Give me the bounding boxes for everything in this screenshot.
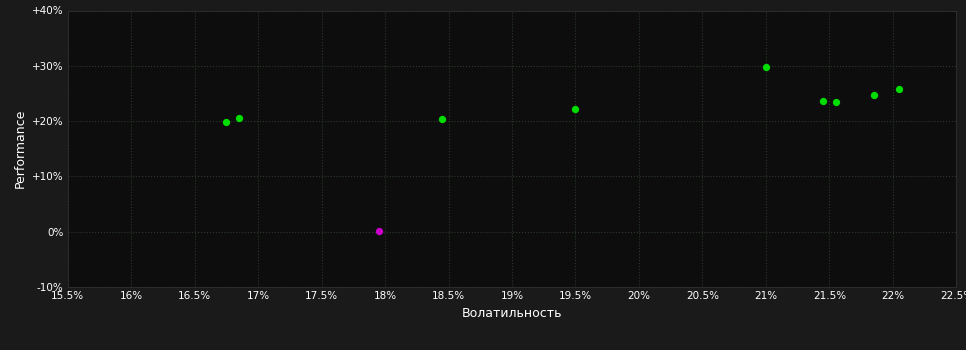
Y-axis label: Performance: Performance (14, 109, 26, 188)
Point (815, 98, 831, 104)
Point (828, 99, 843, 105)
Point (892, 86, 907, 92)
Point (435, 117, 450, 122)
Point (218, 119, 234, 125)
Point (231, 115, 246, 121)
X-axis label: Волатильность: Волатильность (462, 307, 562, 320)
Point (758, 65, 774, 70)
Point (867, 92, 882, 97)
Point (568, 107, 583, 112)
Point (371, 228, 386, 233)
